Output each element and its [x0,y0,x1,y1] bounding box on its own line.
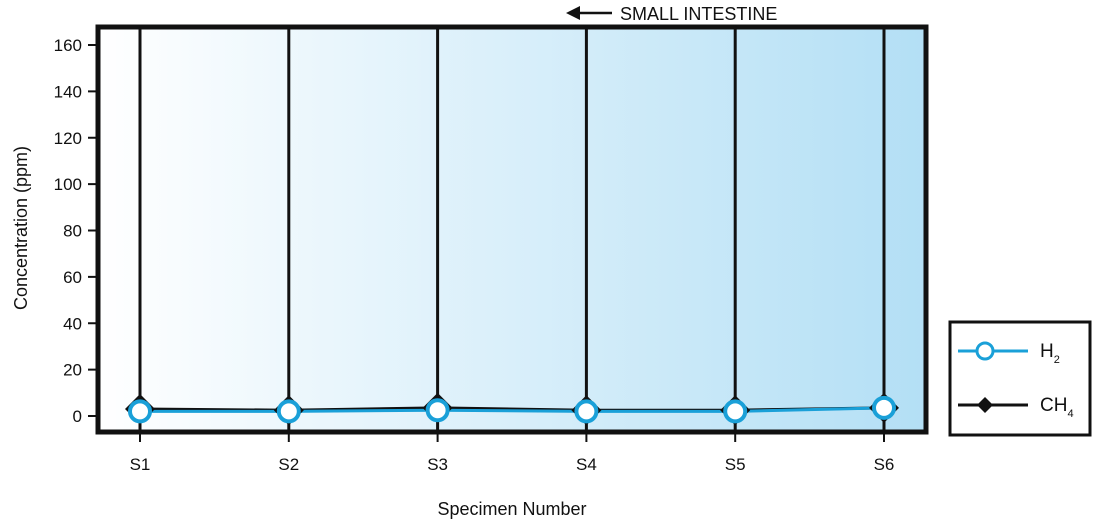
marker-h2-s1 [128,399,152,424]
series-markers [125,392,899,426]
plot-background [98,27,926,432]
legend-box [948,320,1092,437]
y-tick-label-120: 120 [54,129,82,148]
marker-h2-s3 [425,398,450,423]
series-line-h2 [140,406,885,413]
marker-h2-s4 [574,399,599,424]
x-axis-title: Specimen Number [437,499,586,519]
x-tick-label-s3: S3 [427,455,448,474]
y-tick-label-20: 20 [63,361,82,380]
y-tick-label-160: 160 [54,36,82,55]
y-axis: 0 20 40 60 80 100 120 140 160 [54,36,98,426]
y-tick-label-60: 60 [63,268,82,287]
y-axis-title: Concentration (ppm) [11,146,31,310]
x-tick-label-s1: S1 [130,455,151,474]
legend-marker-h2 [975,341,995,361]
y-tick-label-40: 40 [63,314,82,333]
x-tick-label-s6: S6 [874,455,895,474]
x-axis: S1 S2 S3 S4 S5 S6 [130,432,895,474]
series-lines [139,406,885,413]
marker-h2-s2 [276,399,301,424]
x-tick-label-s5: S5 [725,455,746,474]
y-tick-label-0: 0 [73,407,82,426]
y-tick-label-140: 140 [54,82,82,101]
small-intestine-annotation: SMALL INTESTINE [566,4,777,24]
left-arrow-icon [566,6,612,20]
marker-h2-s5 [723,399,748,424]
x-tick-label-s2: S2 [278,455,299,474]
marker-h2-s6 [872,395,896,420]
legend-marker-ch4 [977,397,993,413]
specimen-lines [138,27,886,432]
y-tick-label-100: 100 [54,175,82,194]
y-tick-label-80: 80 [63,222,82,241]
x-tick-label-s4: S4 [576,455,597,474]
annotation-label: SMALL INTESTINE [620,4,777,24]
legend-item-h2: H2 [958,341,1060,366]
